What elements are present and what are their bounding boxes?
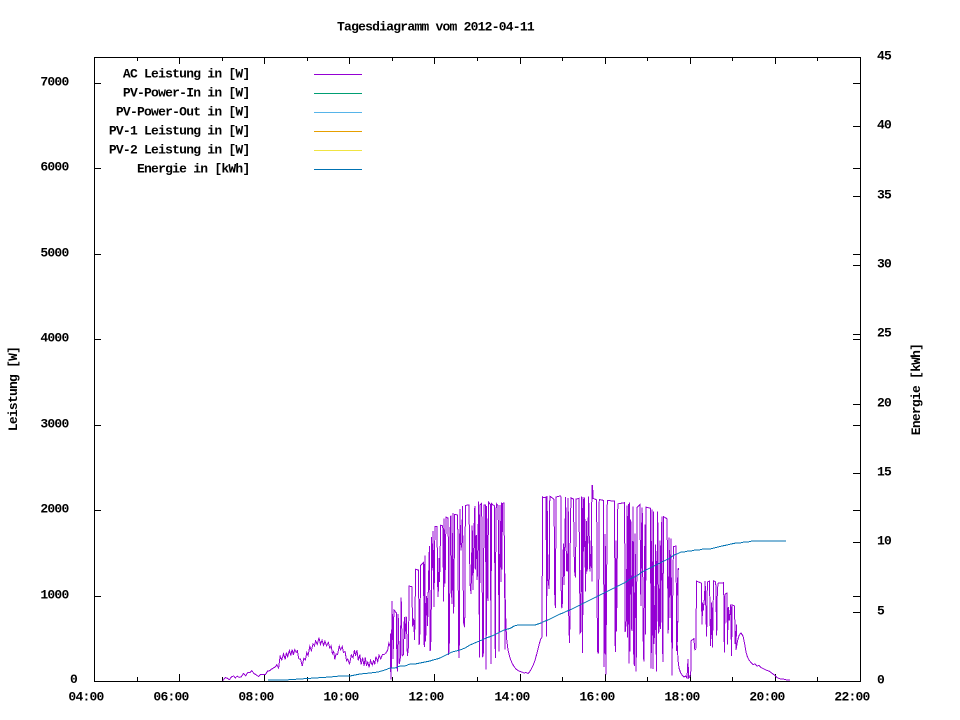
svg-text:Energie [kWh]: Energie [kWh]: [909, 344, 924, 435]
svg-text:PV-Power-Out in [W]: PV-Power-Out in [W]: [116, 105, 250, 120]
svg-text:7000: 7000: [40, 75, 69, 90]
svg-text:Leistung [W]: Leistung [W]: [6, 347, 21, 431]
svg-text:08:00: 08:00: [238, 690, 274, 705]
svg-text:Energie in [kWh]: Energie in [kWh]: [137, 162, 250, 177]
svg-text:Tagesdiagramm vom 2012-04-11: Tagesdiagramm vom 2012-04-11: [337, 20, 535, 35]
svg-text:20: 20: [877, 396, 892, 411]
svg-text:1000: 1000: [40, 588, 69, 603]
svg-text:15: 15: [877, 465, 892, 480]
svg-text:12:00: 12:00: [408, 690, 444, 705]
svg-text:25: 25: [877, 326, 892, 341]
svg-text:35: 35: [877, 188, 892, 203]
svg-text:30: 30: [877, 257, 892, 272]
svg-text:3000: 3000: [40, 417, 69, 432]
svg-text:10:00: 10:00: [323, 690, 359, 705]
svg-text:06:00: 06:00: [153, 690, 189, 705]
svg-text:16:00: 16:00: [579, 690, 615, 705]
svg-text:14:00: 14:00: [494, 690, 530, 705]
svg-text:0: 0: [70, 672, 78, 687]
svg-text:45: 45: [877, 49, 892, 64]
svg-text:PV-2 Leistung in [W]: PV-2 Leistung in [W]: [109, 143, 250, 158]
svg-text:6000: 6000: [40, 160, 69, 175]
svg-text:10: 10: [877, 534, 892, 549]
svg-text:20:00: 20:00: [749, 690, 785, 705]
svg-text:04:00: 04:00: [68, 690, 104, 705]
svg-text:AC Leistung in [W]: AC Leistung in [W]: [123, 67, 250, 82]
svg-text:18:00: 18:00: [664, 690, 700, 705]
svg-text:PV-Power-In in [W]: PV-Power-In in [W]: [123, 86, 250, 101]
svg-text:5: 5: [877, 604, 885, 619]
svg-text:22:00: 22:00: [834, 690, 870, 705]
svg-text:4000: 4000: [40, 331, 69, 346]
svg-text:2000: 2000: [40, 502, 69, 517]
svg-text:0: 0: [877, 673, 885, 688]
svg-text:5000: 5000: [40, 246, 69, 261]
svg-text:40: 40: [877, 118, 892, 133]
svg-text:PV-1 Leistung in [W]: PV-1 Leistung in [W]: [109, 124, 250, 139]
